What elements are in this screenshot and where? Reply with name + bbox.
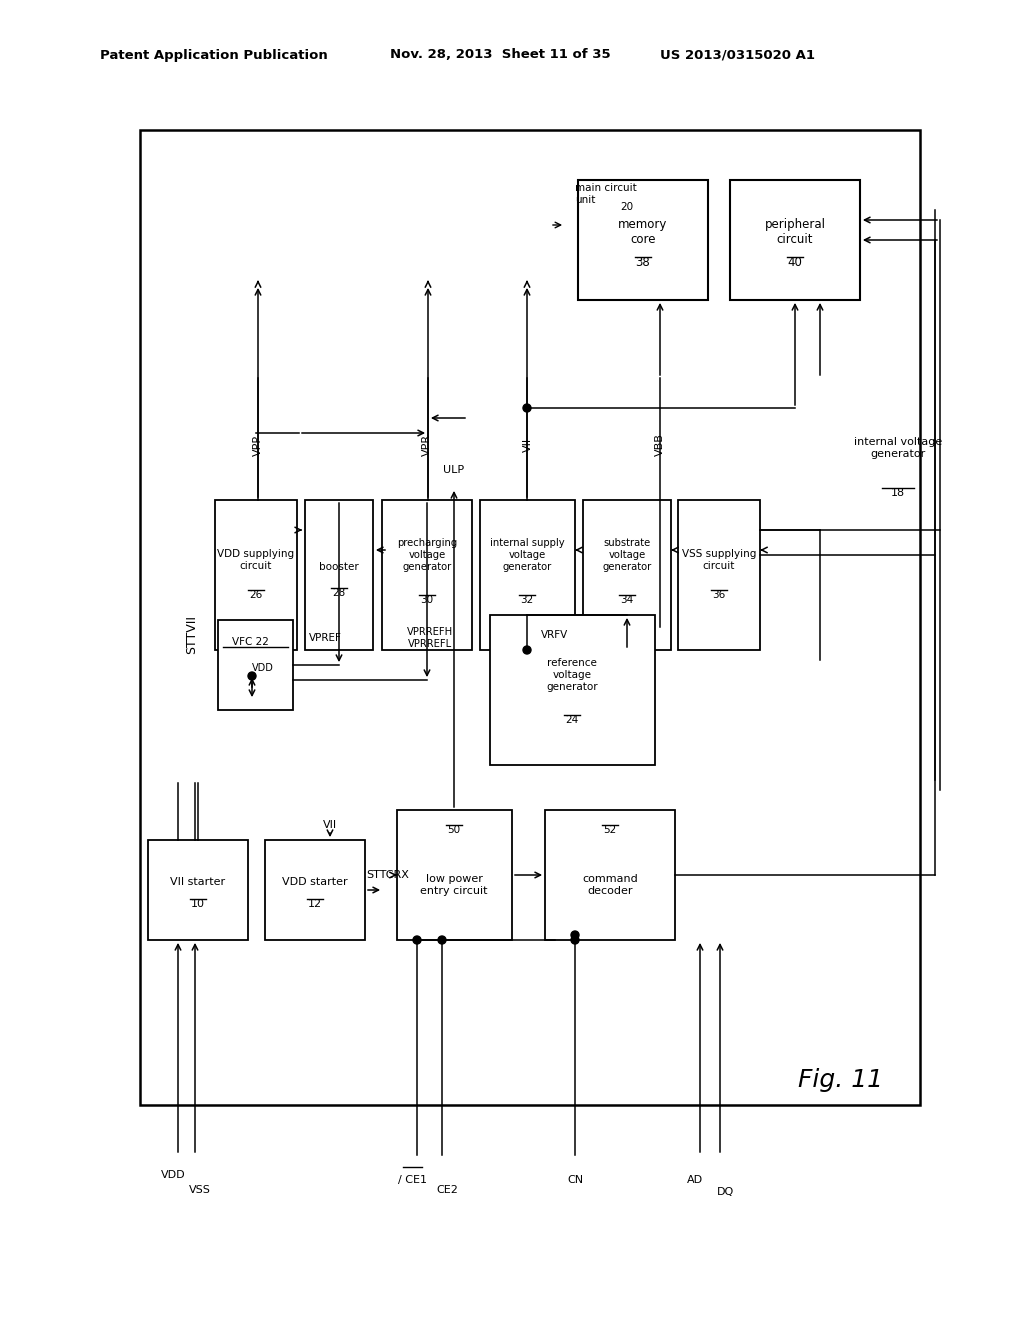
Text: VBB: VBB [655, 433, 665, 457]
Bar [397, 810, 512, 940]
Text: internal supply
voltage
generator: internal supply voltage generator [489, 539, 564, 572]
Text: VDD supplying
circuit: VDD supplying circuit [217, 549, 295, 570]
Bar [148, 840, 248, 940]
Bar [218, 620, 293, 710]
Bar [140, 129, 920, 1105]
Text: VPREF: VPREF [308, 634, 341, 643]
Bar [678, 500, 760, 649]
Bar [545, 810, 675, 940]
Circle shape [248, 672, 256, 680]
Text: 10: 10 [191, 899, 205, 909]
Bar [215, 500, 297, 649]
Text: VII: VII [323, 820, 337, 830]
Circle shape [571, 931, 579, 939]
Bar [578, 180, 708, 300]
Text: VDD: VDD [161, 1170, 185, 1180]
Text: CN: CN [567, 1175, 583, 1185]
Text: AD: AD [687, 1175, 703, 1185]
Circle shape [523, 645, 531, 653]
Bar [730, 180, 860, 300]
Bar [490, 615, 655, 766]
Text: 18: 18 [891, 488, 905, 498]
Text: VPRREFH
VPRREFL: VPRREFH VPRREFL [407, 627, 453, 649]
Bar [480, 500, 575, 649]
Bar [583, 500, 671, 649]
Text: peripheral
circuit: peripheral circuit [765, 218, 825, 246]
Text: VDD: VDD [252, 663, 274, 673]
Circle shape [413, 936, 421, 944]
Text: 52: 52 [603, 825, 616, 836]
Text: CE2: CE2 [436, 1185, 458, 1195]
Text: STTVII: STTVII [185, 615, 199, 655]
Text: VSS: VSS [189, 1185, 211, 1195]
Text: VII starter: VII starter [170, 876, 225, 887]
Bar [382, 500, 472, 649]
Text: 50: 50 [447, 825, 461, 836]
Text: main circuit
unit: main circuit unit [575, 183, 637, 205]
Text: internal voltage
generator: internal voltage generator [854, 437, 942, 459]
Text: Patent Application Publication: Patent Application Publication [100, 49, 328, 62]
Text: 20: 20 [620, 202, 633, 213]
Bar [215, 378, 860, 490]
Text: VPP: VPP [253, 434, 263, 455]
Text: VRFV: VRFV [542, 630, 568, 640]
Text: substrate
voltage
generator: substrate voltage generator [602, 539, 651, 572]
Circle shape [571, 936, 579, 944]
Circle shape [438, 936, 446, 944]
Text: Nov. 28, 2013  Sheet 11 of 35: Nov. 28, 2013 Sheet 11 of 35 [390, 49, 610, 62]
Text: 24: 24 [565, 715, 579, 725]
Text: Fig. 11: Fig. 11 [798, 1068, 883, 1092]
Bar [207, 488, 862, 783]
Bar [565, 165, 870, 370]
Text: 32: 32 [520, 595, 534, 605]
Text: 28: 28 [333, 587, 346, 598]
Text: STTCRX: STTCRX [367, 870, 410, 880]
Bar [305, 500, 373, 649]
Text: ULP: ULP [443, 465, 465, 475]
Text: 12: 12 [308, 899, 323, 909]
Text: 40: 40 [787, 256, 803, 268]
Text: 38: 38 [636, 256, 650, 268]
Text: / CE1: / CE1 [397, 1175, 427, 1185]
Text: booster: booster [319, 562, 358, 572]
Text: 26: 26 [250, 590, 262, 601]
Text: VII: VII [523, 438, 534, 451]
Text: 36: 36 [713, 590, 726, 601]
Bar [265, 840, 365, 940]
Bar [200, 158, 870, 777]
Text: precharging
voltage
generator: precharging voltage generator [397, 539, 457, 572]
Text: VSS supplying
circuit: VSS supplying circuit [682, 549, 756, 570]
Text: VPR: VPR [422, 434, 432, 457]
Circle shape [523, 404, 531, 412]
Text: VDD starter: VDD starter [283, 876, 348, 887]
Text: 34: 34 [621, 595, 634, 605]
Text: memory
core: memory core [618, 218, 668, 246]
Text: reference
voltage
generator: reference voltage generator [546, 659, 598, 692]
Text: DQ: DQ [717, 1187, 733, 1197]
Text: low power
entry circuit: low power entry circuit [420, 874, 487, 896]
Text: command
decoder: command decoder [582, 874, 638, 896]
Text: US 2013/0315020 A1: US 2013/0315020 A1 [660, 49, 815, 62]
Text: VFC 22: VFC 22 [231, 638, 268, 647]
Text: 30: 30 [421, 595, 433, 605]
